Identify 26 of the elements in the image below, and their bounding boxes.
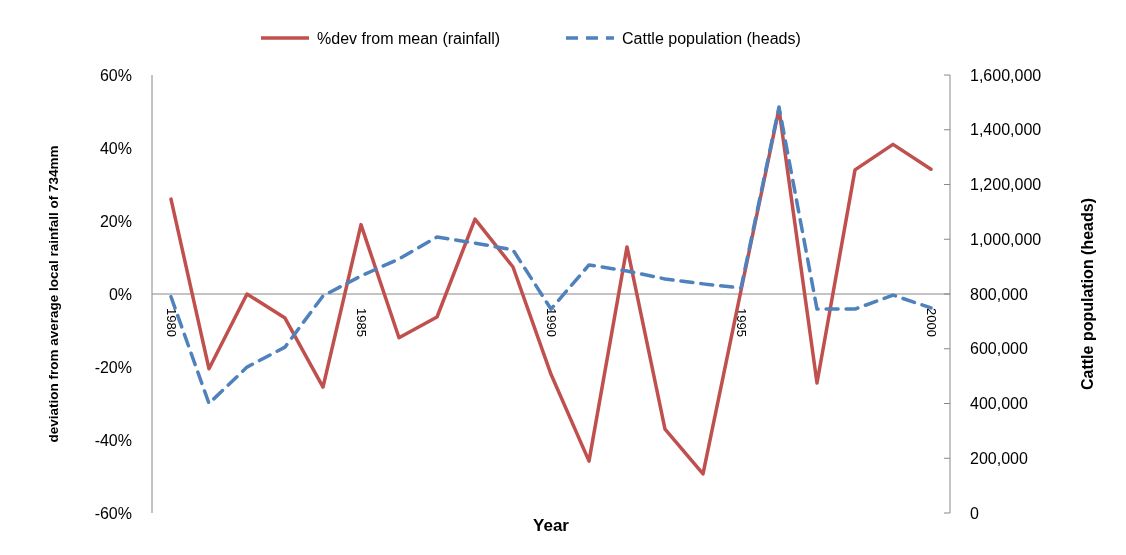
y-tick-label: -60% — [94, 504, 132, 522]
y-tick-label: 40% — [99, 139, 132, 157]
x-tick-label: 1995 — [733, 308, 749, 337]
y2-tick-label: 1,600,000 — [970, 66, 1042, 84]
y2-tick-label: 800,000 — [970, 285, 1028, 303]
y2-tick-label: 1,000,000 — [970, 230, 1042, 248]
y-tick-label: 0% — [108, 285, 132, 303]
y-tick-label: -40% — [94, 431, 132, 449]
legend-label: %dev from mean (rainfall) — [317, 29, 501, 47]
y-tick-label: -20% — [94, 358, 132, 376]
x-tick-label: 1980 — [163, 308, 179, 337]
legend-label: Cattle population (heads) — [622, 29, 801, 47]
x-tick-label: 2000 — [923, 308, 939, 337]
y2-tick-label: 400,000 — [970, 395, 1028, 413]
x-axis-title: Year — [533, 516, 570, 535]
y2-tick-label: 0 — [970, 504, 979, 522]
y-axis-title: deviation from average local rainfall of 734mm — [46, 145, 61, 443]
y2-tick-label: 1,200,000 — [970, 176, 1042, 194]
y-tick-label: 60% — [99, 66, 132, 84]
y2-axis-title: Cattle population (heads) — [1079, 198, 1096, 390]
y-tick-label: 20% — [99, 212, 132, 230]
y2-tick-label: 200,000 — [970, 449, 1028, 467]
x-tick-label: 1985 — [353, 308, 369, 337]
x-tick-label: 1990 — [543, 308, 559, 337]
y2-tick-label: 600,000 — [970, 340, 1028, 358]
y2-tick-label: 1,400,000 — [970, 121, 1042, 139]
